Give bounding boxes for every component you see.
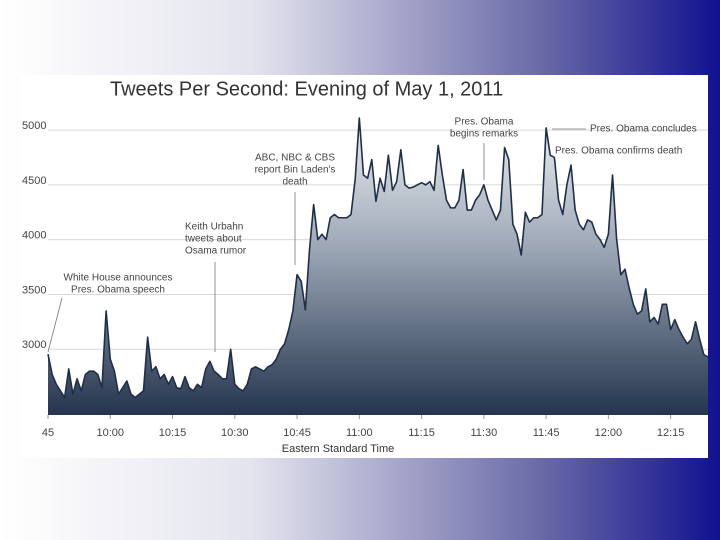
x-axis-title: Eastern Standard Time [282,443,395,455]
annotation: ABC, NBC & CBS [255,153,335,164]
x-tick-label: 10:15 [159,427,187,439]
x-tick-label: 12:15 [657,427,685,439]
annotation-pointer [47,297,63,353]
x-tick-label: 10:45 [283,427,311,439]
annotation: death [282,177,307,188]
x-tick-label: 11:45 [533,427,560,439]
annotation: tweets about [185,234,242,245]
y-tick-label: 3000 [22,339,46,351]
annotation: Pres. Obama [455,117,514,128]
x-tick-label: 11:00 [346,427,373,439]
annotation: White House announces [64,273,173,284]
annotation: Pres. Obama confirms death [555,146,682,157]
y-tick-label: 5000 [22,120,46,132]
y-tick-label: 4000 [22,230,46,242]
chart-title: Tweets Per Second: Evening of May 1, 201… [110,78,503,100]
x-tick-label: 10:30 [221,427,249,439]
x-tick-label: 10:00 [96,427,124,439]
y-tick-label: 4500 [22,175,46,187]
y-tick-label: 3500 [22,284,46,296]
annotation: report Bin Laden's [255,165,336,176]
line [47,117,709,399]
plot: 3000 3500 4000 4500 5000 45 10:00 10:15 10:30 10:… [22,117,709,439]
area [48,118,708,415]
x-tick-label: 11:15 [408,427,435,439]
annotation: Keith Urbahn [185,222,243,233]
annotation: Pres. Obama speech [71,285,165,296]
x-tick-label: 11:30 [470,427,497,439]
x-tick-label: 45 [42,427,54,439]
x-tick-label: 12:00 [595,427,623,439]
annotation: begins remarks [450,129,518,140]
annotation: Osama rumor [185,246,247,257]
annotation: Pres. Obama concludes [590,124,697,135]
